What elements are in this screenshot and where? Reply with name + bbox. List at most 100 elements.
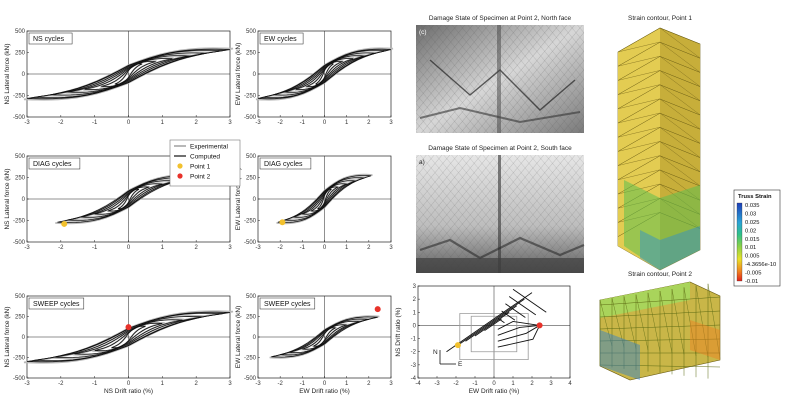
y-tick-label: 250 [246, 315, 257, 321]
computed-curve [74, 319, 183, 355]
computed-curve [302, 324, 347, 350]
truss-bar [617, 70, 661, 95]
y-tick-label: 250 [15, 51, 26, 57]
x-tick-label: 1 [511, 381, 515, 387]
truss-diagonal [695, 285, 709, 358]
y-tick-label: 0 [22, 72, 26, 78]
y-tick-label: -500 [13, 376, 26, 382]
panel-1: -3 -2 -1 0 1 2 3 500 250 0 -250 -500 NS Lateral forc… [4, 29, 234, 126]
computed-curve [80, 180, 177, 218]
drift-path-diag [455, 298, 525, 347]
x-tick-label: 3 [389, 120, 393, 126]
drift-path-diag [446, 292, 533, 353]
panel-title-box [28, 157, 81, 170]
photo-north-caption: Damage State of Specimen at Point 2, Nor… [429, 15, 572, 22]
legend-point1-label: Point 1 [190, 164, 211, 171]
x-tick-label: 3 [389, 245, 393, 251]
x-tick-label: -4 [415, 381, 421, 387]
point-2-marker [536, 322, 543, 329]
x-tick-label: 3 [549, 381, 553, 387]
computed-curve [84, 58, 173, 90]
panel-title-box [259, 297, 316, 310]
x-tick-label: 2 [194, 245, 198, 251]
x-tick-label: -3 [24, 120, 30, 126]
x-tick-label: 0 [127, 381, 131, 387]
contour2-caption: Strain contour, Point 2 [628, 271, 692, 278]
y-tick-label: 2 [413, 297, 417, 303]
truss-bar [599, 324, 721, 330]
y-tick-label: 500 [15, 154, 26, 160]
y-tick-label: -250 [13, 219, 26, 225]
truss-bar [617, 27, 661, 53]
x-tick-label: 3 [228, 120, 232, 126]
colorbar-tick-label: -0.005 [745, 271, 761, 277]
y-axis-label: EW Lateral force (kN) [235, 43, 242, 106]
panel-title-box [28, 297, 85, 310]
computed-curve [284, 55, 365, 93]
x-tick-label: -1 [472, 381, 478, 387]
truss-bar [659, 112, 701, 130]
y-tick-label: -3 [411, 363, 417, 369]
x-tick-label: 0 [127, 245, 131, 251]
truss-diagonal [659, 98, 701, 130]
colorbar: Truss Strain 0.035 0.03 0.025 0.02 0.015 0.01… [733, 189, 781, 287]
y-tick-label: 250 [15, 315, 26, 321]
computed-curve [305, 61, 344, 87]
truss-diagonal [635, 294, 649, 351]
x-tick-label: -2 [277, 120, 283, 126]
truss-diagonal [647, 292, 661, 352]
truss-bar [599, 310, 721, 318]
truss-bar [617, 98, 661, 124]
y-tick-label: 500 [15, 29, 26, 35]
panel-title: NS cycles [33, 36, 65, 43]
truss-bar [659, 84, 701, 102]
panel-title: SWEEP cycles [33, 301, 80, 308]
y-tick-label: 250 [246, 176, 257, 182]
computed-curve [310, 186, 339, 212]
y-tick-label: -500 [244, 376, 257, 382]
y-tick-label: -500 [13, 115, 26, 121]
truss-diagonal [617, 112, 661, 124]
y-tick-label: -250 [244, 356, 257, 362]
truss-diagonal [623, 296, 637, 349]
y-tick-label: 500 [15, 294, 26, 300]
y-axis-label: EW Lateral force (kN) [235, 168, 242, 231]
truss-bar [617, 155, 661, 181]
x-tick-label: 2 [367, 245, 371, 251]
truss-diagonal [707, 283, 721, 359]
x-tick-label: 2 [194, 381, 198, 387]
y-tick-label: 500 [246, 154, 257, 160]
x-axis-label: EW Drift ratio (%) [299, 388, 350, 395]
computed-curve [315, 63, 334, 85]
legend-computed-label: Computed [190, 154, 220, 161]
y-tick-label: 500 [246, 294, 257, 300]
computed-curve [257, 48, 392, 100]
panel-title: EW cycles [264, 36, 297, 43]
y-tick-label: 500 [246, 29, 257, 35]
point-1-marker [454, 342, 461, 349]
x-tick-label: -1 [92, 120, 98, 126]
x-tick-label: -3 [255, 381, 261, 387]
x-tick-label: -1 [300, 120, 306, 126]
photo-south-face: Damage State of Specimen at Point 2, Sou… [416, 145, 585, 273]
truss-bar [659, 127, 701, 144]
computed-curve [107, 186, 150, 212]
y-tick-label: 250 [15, 176, 26, 182]
x-tick-label: -2 [58, 381, 64, 387]
x-tick-label: 3 [228, 245, 232, 251]
y-tick-label: 0 [413, 323, 417, 329]
x-tick-label: 1 [345, 381, 349, 387]
computed-curve [271, 316, 378, 358]
y-axis-label: NS Lateral force (kN) [4, 168, 11, 229]
truss-bar [659, 155, 701, 173]
panel-title-box [259, 157, 312, 170]
panel-5: -3 -2 -1 0 1 2 3 500 250 0 -250 -500 NS Lateral forc… [4, 294, 234, 395]
colorbar-tick-label: 0.015 [745, 237, 760, 243]
truss-bar [617, 84, 661, 110]
x-tick-label: -1 [92, 381, 98, 387]
compass-east-label: E [458, 361, 463, 368]
truss-bar [659, 70, 701, 87]
truss-diagonal [659, 70, 701, 101]
